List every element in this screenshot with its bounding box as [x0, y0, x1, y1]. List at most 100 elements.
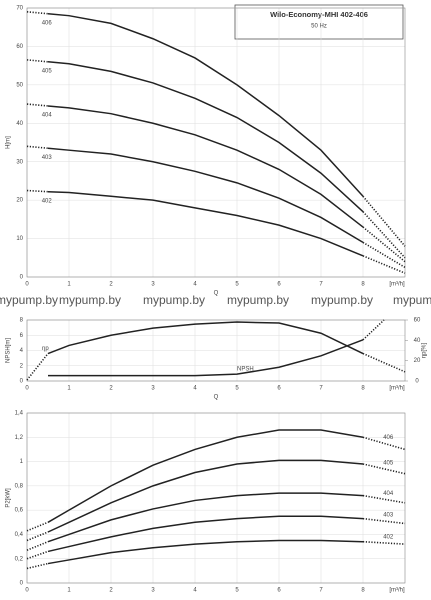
y-tick-label: 60 — [16, 44, 23, 50]
y-tick-label: 0 — [20, 581, 24, 587]
y-tick-label: 70 — [16, 6, 23, 12]
series-label: 403 — [383, 513, 394, 519]
x-tick-label: 3 — [151, 588, 155, 594]
y-tick-label: 0,2 — [15, 556, 24, 562]
y-tick-label: 1,2 — [15, 435, 24, 441]
y-axis-label: H[m] — [6, 136, 12, 149]
x-tick-label: 0 — [25, 588, 29, 594]
x-tick-label: 6 — [277, 282, 281, 288]
y-tick-label: 0,6 — [15, 508, 24, 514]
curve-line — [47, 105, 364, 228]
chart-subtitle: 50 Hz — [311, 24, 327, 30]
x-tick-label: 8 — [361, 588, 365, 594]
curve-line — [47, 539, 364, 565]
dotted-line — [26, 521, 49, 532]
x-tick-label: 5 — [235, 588, 239, 594]
series-label: 402 — [383, 535, 394, 541]
x-tick-label: 6 — [277, 386, 281, 392]
dotted-line — [362, 211, 406, 259]
chart-title: Wilo-Economy-MHI 402-406 — [270, 10, 368, 19]
dotted-line — [26, 59, 49, 63]
watermark: mypump.by — [143, 293, 205, 307]
x-tick-label: 7 — [319, 386, 323, 392]
x-tick-label: 1 — [67, 588, 71, 594]
dotted-line — [26, 145, 49, 150]
dotted-line — [362, 255, 406, 274]
series-label: 403 — [42, 155, 53, 161]
y-tick-label: 20 — [16, 198, 23, 204]
y-tick-label: 4 — [20, 348, 24, 354]
watermark: mypump.by — [227, 293, 289, 307]
watermark: mypump.by — [59, 293, 121, 307]
x-tick-label: 7 — [319, 588, 323, 594]
series-label: 406 — [42, 20, 53, 26]
x-tick-label: 2 — [109, 588, 113, 594]
y-tick-label: 50 — [16, 82, 23, 88]
y2-tick-label: 20 — [414, 358, 421, 364]
y-axis-label: P2[kW] — [6, 488, 12, 508]
curve-line — [47, 147, 364, 244]
x-tick-label: 3 — [151, 282, 155, 288]
curve-line — [47, 429, 364, 523]
curve-line — [47, 190, 364, 257]
series-label: 404 — [383, 491, 394, 497]
dotted-line — [26, 103, 49, 107]
x-tick-label: 7 — [319, 282, 323, 288]
x-tick-label: 6 — [277, 588, 281, 594]
y2-tick-label: 0 — [415, 379, 419, 385]
title-box — [234, 4, 404, 40]
series-label: ηp — [42, 346, 49, 352]
y2-tick-label: 40 — [414, 338, 421, 344]
x-unit-label: [m³/h] — [389, 282, 405, 288]
x-unit-label: [m³/h] — [389, 386, 405, 392]
x-tick-label: 2 — [109, 282, 113, 288]
x-tick-label: 8 — [361, 282, 365, 288]
series-label: NPSH — [237, 367, 254, 373]
x-tick-label: 5 — [235, 386, 239, 392]
x-tick-label: 3 — [151, 386, 155, 392]
dotted-line — [362, 436, 406, 451]
watermark: mypump.by — [393, 293, 431, 307]
curve-line — [47, 61, 364, 213]
x-tick-label: 0 — [25, 282, 29, 288]
y-tick-label: 1 — [20, 459, 24, 465]
dotted-line — [362, 319, 385, 341]
x-tick-label: 8 — [361, 386, 365, 392]
x-tick-label: 4 — [193, 386, 197, 392]
y-tick-label: 0,8 — [15, 483, 24, 489]
x-unit-label: [m³/h] — [389, 588, 405, 594]
y-tick-label: 8 — [20, 318, 24, 324]
dotted-line — [362, 352, 406, 373]
x-tick-label: 0 — [25, 386, 29, 392]
dotted-line — [26, 540, 49, 551]
curve-line — [47, 459, 364, 533]
x-tick-label: 4 — [193, 588, 197, 594]
x-tick-label: 1 — [67, 386, 71, 392]
dotted-line — [26, 189, 49, 193]
y2-axis-label: ηp[%] — [422, 342, 428, 358]
series-label: 405 — [383, 460, 394, 466]
curve-line — [47, 321, 364, 355]
y-tick-label: 0 — [20, 275, 24, 281]
y-tick-label: 0 — [20, 379, 24, 385]
dotted-line — [362, 195, 406, 247]
curve-line — [47, 492, 364, 543]
y-tick-label: 6 — [20, 333, 24, 339]
x-tick-label: 2 — [109, 386, 113, 392]
plot-frame — [26, 319, 406, 382]
dotted-line — [26, 353, 49, 381]
y-tick-label: 30 — [16, 159, 23, 165]
y-tick-label: 1,4 — [15, 411, 24, 417]
y-tick-label: 2 — [20, 363, 24, 369]
series-label: 405 — [42, 68, 53, 74]
dotted-line — [26, 550, 49, 560]
x-axis-label: Q — [214, 395, 219, 401]
curve-line — [47, 13, 364, 197]
dotted-line — [26, 11, 49, 15]
x-tick-label: 1 — [67, 282, 71, 288]
curve-line — [47, 515, 364, 553]
y-tick-label: 0,4 — [15, 532, 24, 538]
y-axis-label: NPSH[m] — [6, 338, 12, 363]
